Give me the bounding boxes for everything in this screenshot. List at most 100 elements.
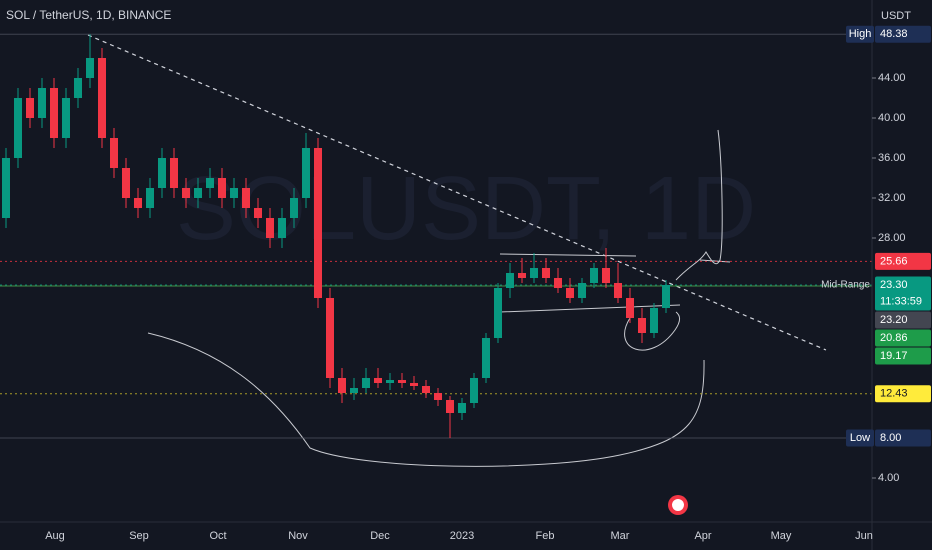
candle-body [230, 188, 238, 198]
y-tick-label: 36.00 [878, 152, 906, 164]
candle-body [146, 188, 154, 208]
y-tick-label: 40.00 [878, 112, 906, 124]
candle-body [422, 386, 430, 393]
candle-body [158, 158, 166, 188]
level-name-box [846, 429, 874, 447]
candle-body [494, 288, 502, 338]
x-tick-label: Mar [611, 530, 630, 542]
candle-body [554, 278, 562, 288]
level-name: Low [850, 432, 870, 444]
candle-body [482, 338, 490, 378]
candle-body [578, 283, 586, 298]
candle-body [314, 148, 322, 298]
watermark: SOLUSDT, 1D [176, 159, 756, 259]
candle-body [542, 268, 550, 278]
candle-body [338, 378, 346, 393]
price-tag-label: 25.66 [880, 255, 908, 267]
candle-body [530, 268, 538, 278]
candle-body [434, 393, 442, 400]
candle-body [278, 218, 286, 238]
x-tick-label: Nov [288, 530, 308, 542]
candle-body [302, 148, 310, 198]
price-tag-label: 20.86 [880, 332, 908, 344]
price-tag-label: 23.30 [880, 279, 908, 291]
x-tick-label: Jun [855, 530, 873, 542]
x-tick-label: Dec [370, 530, 390, 542]
candle-body [362, 378, 370, 388]
candle-body [398, 380, 406, 383]
event-icon-inner [672, 499, 684, 511]
chart-title: SOL / TetherUS, 1D, BINANCE [6, 8, 171, 22]
candle-body [266, 218, 274, 238]
candle-body [374, 378, 382, 383]
candle-body [638, 318, 646, 333]
candle-body [602, 268, 610, 283]
price-tag-label: 19.17 [880, 350, 908, 362]
candle-body [470, 378, 478, 403]
candle-body [458, 403, 466, 413]
price-tag-label: 8.00 [880, 432, 901, 444]
candle-body [134, 198, 142, 208]
x-tick-label: Feb [536, 530, 555, 542]
y-axis-label: USDT [881, 10, 911, 22]
candle-body [662, 285, 670, 308]
candle-body [506, 273, 514, 288]
x-tick-label: Sep [129, 530, 149, 542]
y-tick-label: 44.00 [878, 72, 906, 84]
candle-body [410, 383, 418, 386]
range-drawing [499, 253, 681, 313]
candle-body [386, 380, 394, 383]
candle-body [446, 400, 454, 413]
candle-body [122, 168, 130, 198]
price-tag-label: 48.38 [880, 28, 908, 40]
cup-drawing [147, 332, 705, 467]
price-tag [875, 311, 931, 329]
price-tag [875, 385, 931, 403]
candle-body [2, 158, 10, 218]
y-tick-label: 4.00 [878, 472, 899, 484]
candle-body [242, 188, 250, 208]
candle-body [194, 188, 202, 198]
level-name: High [849, 28, 872, 40]
candle-body [98, 58, 106, 138]
candle-body [326, 298, 334, 378]
countdown: 11:33:59 [880, 295, 922, 307]
candle-body [50, 88, 58, 138]
x-tick-label: Aug [45, 530, 65, 542]
curve-drawing [624, 311, 681, 351]
price-tag [875, 329, 931, 347]
price-tag [875, 276, 931, 311]
candle-body [518, 273, 526, 278]
x-tick-label: 2023 [450, 530, 474, 542]
candle-body [350, 388, 358, 393]
x-tick-label: Apr [694, 530, 711, 542]
candle-body [62, 98, 70, 138]
candle-body [206, 178, 214, 188]
candle-body [590, 268, 598, 283]
level-name-box [846, 25, 874, 43]
candle-body [86, 58, 94, 78]
candle-body [26, 98, 34, 118]
candle-body [626, 298, 634, 318]
candle-body [170, 158, 178, 188]
candle-body [290, 198, 298, 218]
candle-body [110, 138, 118, 168]
y-tick-label: 28.00 [878, 232, 906, 244]
candle-body [614, 283, 622, 298]
price-tag [875, 429, 931, 447]
candle-body [254, 208, 262, 218]
price-tag-label: 23.20 [880, 314, 908, 326]
price-tag [875, 252, 931, 270]
candle-body [566, 288, 574, 298]
candle-body [14, 98, 22, 158]
y-tick-label: 32.00 [878, 192, 906, 204]
x-tick-label: May [771, 530, 792, 542]
trendline [87, 34, 827, 351]
candle-body [38, 88, 46, 118]
candle-body [74, 78, 82, 98]
price-tag [875, 25, 931, 43]
candle-body [218, 178, 226, 198]
candle-body [650, 308, 658, 333]
